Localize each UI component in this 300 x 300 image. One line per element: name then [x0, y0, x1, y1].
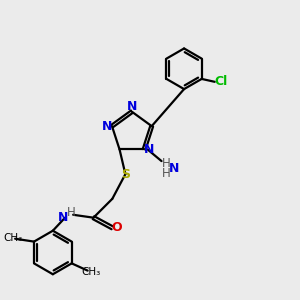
Text: Cl: Cl [214, 75, 228, 88]
Text: CH₃: CH₃ [3, 233, 22, 243]
Text: N: N [102, 120, 112, 133]
Text: S: S [121, 168, 130, 181]
Text: N: N [58, 211, 68, 224]
Text: N: N [127, 100, 137, 113]
Text: H: H [161, 167, 170, 180]
Text: H: H [67, 206, 75, 219]
Text: N: N [169, 162, 179, 175]
Text: H: H [161, 158, 170, 170]
Text: N: N [144, 143, 154, 156]
Text: CH₃: CH₃ [82, 267, 101, 277]
Text: O: O [111, 221, 122, 234]
